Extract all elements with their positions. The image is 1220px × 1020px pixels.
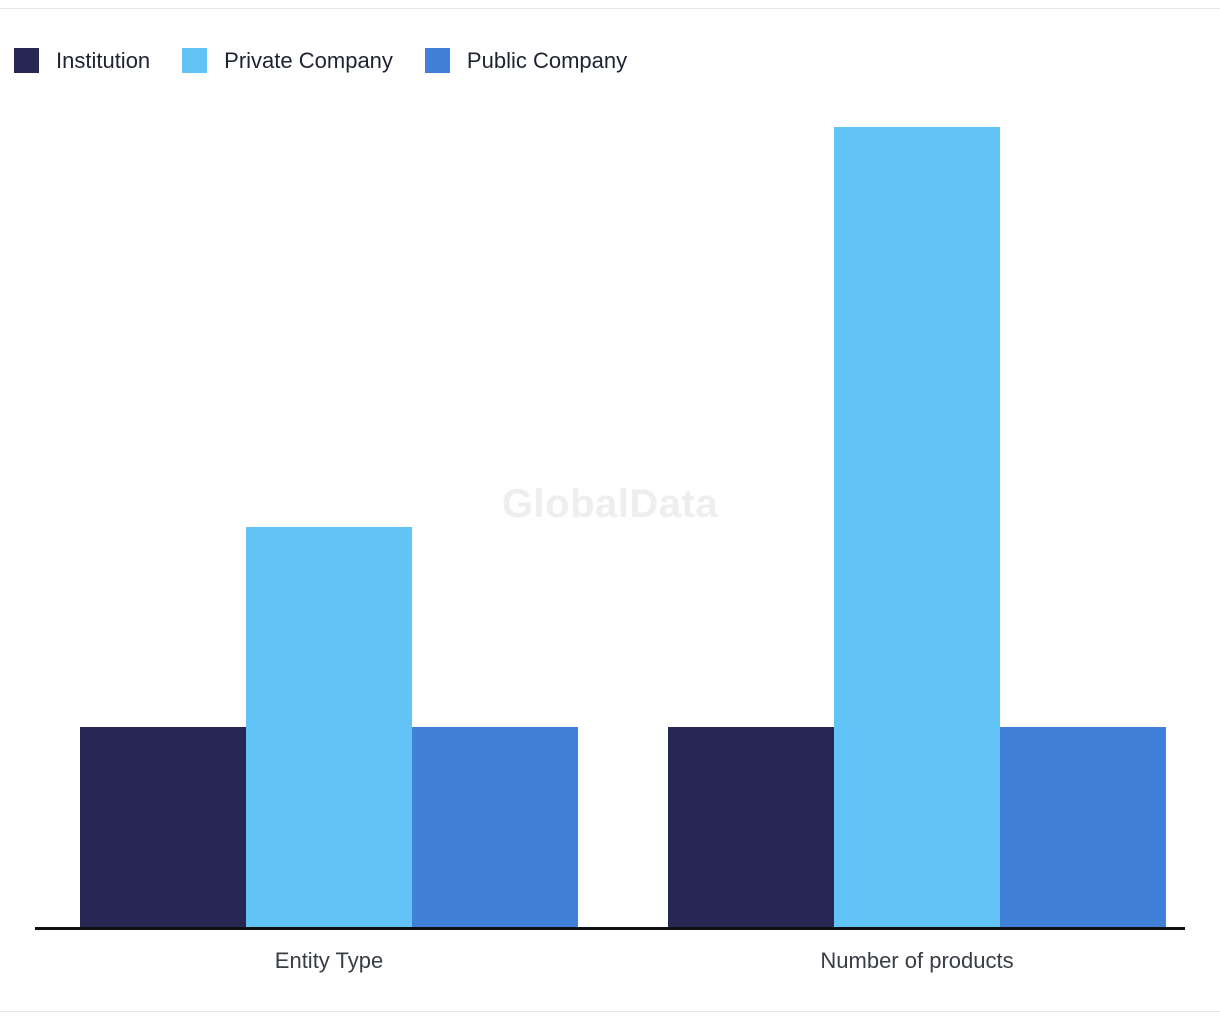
legend: Institution Private Company Public Company xyxy=(14,48,659,73)
x-axis-label: Entity Type xyxy=(274,948,384,973)
legend-swatch xyxy=(182,48,208,73)
bar-public-company[interactable] xyxy=(1000,727,1166,927)
top-divider xyxy=(0,8,1220,9)
bottom-divider xyxy=(0,1011,1220,1012)
bar-institution[interactable] xyxy=(80,727,246,927)
bar-private-company[interactable] xyxy=(246,527,412,927)
legend-item-private-company[interactable]: Private Company xyxy=(182,48,393,73)
bar-public-company[interactable] xyxy=(412,727,578,927)
bar-chart: GlobalData xyxy=(35,90,1185,930)
legend-label: Institution xyxy=(56,47,151,73)
legend-item-institution[interactable]: Institution xyxy=(14,48,150,73)
legend-swatch xyxy=(14,48,39,73)
bar-institution[interactable] xyxy=(668,727,834,927)
x-axis-labels: Entity Type Number of products xyxy=(35,948,1185,974)
bar-group xyxy=(80,527,578,927)
legend-swatch xyxy=(424,48,450,73)
legend-item-public-company[interactable]: Public Company xyxy=(424,47,628,73)
x-axis-label: Number of products xyxy=(820,948,1014,973)
legend-label: Private Company xyxy=(224,47,393,73)
legend-label: Public Company xyxy=(466,47,628,73)
bar-groups xyxy=(35,90,1185,927)
bar-group xyxy=(668,127,1166,927)
bar-private-company[interactable] xyxy=(834,127,1000,927)
